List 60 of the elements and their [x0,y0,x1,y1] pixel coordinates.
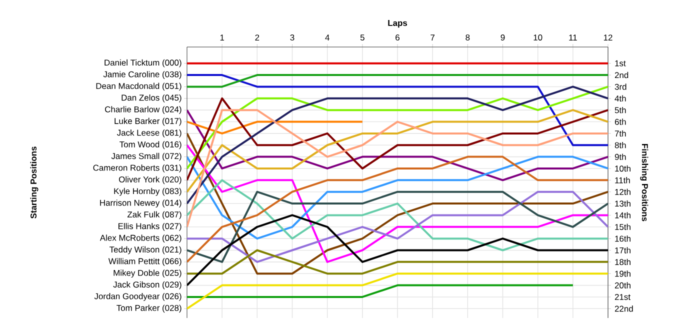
y2-tick-label: 18th [615,258,630,266]
x-tick-label: 4 [325,34,330,40]
y2-tick-label: 21st [614,294,630,300]
x-tick-label: 6 [396,34,400,40]
x-tick-label: 11 [569,34,577,40]
y2-tick-label: 11th [615,177,630,184]
text: Starting Positions [30,146,38,218]
text: Zak Fulk (087) [127,211,182,220]
text: Tom Wood (016) [120,141,182,150]
y2-tick-label: 7th [614,130,626,137]
y2-axis-title: Finishing Positions [640,144,648,222]
y2-tick-label: 10th [615,165,630,172]
x-axis-title: Laps [388,20,408,28]
text: Mikey Doble (025) [114,270,182,278]
y2-tick-label: 13th [615,200,630,207]
x-tick-label: 7 [430,34,435,40]
y2-tick-label: 9th [614,154,626,160]
x-tick-label: 9 [500,34,505,40]
text: Cameron Roberts (031) [93,164,182,172]
y2-tick-label: 1st [615,60,626,66]
y2-tick-label: 2nd [614,72,628,78]
text: Ellis Hanks (027) [118,222,182,231]
text: William Pettitt (066) [108,258,182,266]
text: Jordan Goodyear (026) [94,293,182,301]
y2-tick-label: 3rd [614,84,626,90]
text: Harrison Newey (014) [100,200,182,208]
text: Jack Leese (081) [116,129,182,138]
y2-tick-label: 17th [615,247,630,254]
x-tick-label: 10 [534,34,542,40]
x-tick-label: 2 [255,34,260,40]
y2-tick-label: 5th [614,106,626,114]
y2-tick-label: 6th [614,118,626,125]
line-series [187,109,608,228]
text: Daniel Ticktum (000) [104,59,182,68]
x-tick-label: 3 [290,34,294,40]
y2-tick-label: 19th [615,270,630,277]
text: Tom Parker (028) [116,304,182,313]
text: Alex McRoberts (062) [100,234,182,243]
text: Teddy Wilson (021) [110,246,182,254]
x-tick-label: 5 [360,34,364,40]
y2-tick-label: 15th [615,224,630,230]
y2-tick-label: 8th [614,142,626,148]
y2-tick-label: 12th [615,188,630,195]
y2-tick-label: 4th [614,95,626,102]
text: James Small (072) [111,152,182,161]
text: Oliver York (020) [118,176,182,184]
text: Kyle Hornby (083) [114,188,182,196]
y2-tick-label: 22nd [614,306,633,312]
text: Dean Macdonald (051) [96,82,182,91]
text: Dan Zelos (045) [122,94,182,102]
text: Charlie Barlow (024) [105,106,182,114]
x-tick-label: 1 [220,34,224,40]
y2-tick-label: 14th [615,212,630,218]
x-tick-label: 12 [604,34,612,40]
text: Jamie Caroline (038) [103,71,182,79]
x-tick-label: 8 [466,34,470,40]
y2-tick-label: 20th [614,282,630,288]
text: Jack Gibson (029) [113,281,182,290]
text: Luke Barker (017) [114,118,182,126]
y2-tick-label: 16th [615,235,630,242]
